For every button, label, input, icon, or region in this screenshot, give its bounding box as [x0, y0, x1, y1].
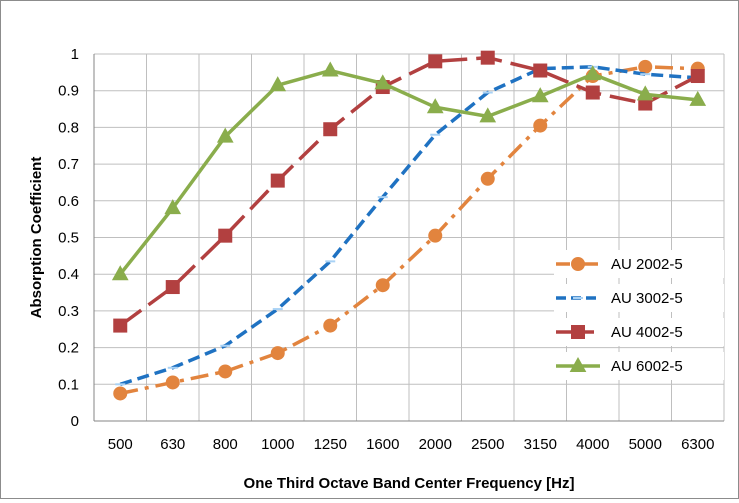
data-point: [636, 85, 654, 101]
series-lines: [111, 50, 707, 401]
data-point: [690, 69, 705, 84]
y-tick-label: 0.8: [58, 119, 79, 136]
x-tick-label: 1600: [366, 436, 399, 453]
series-group: [111, 61, 707, 281]
x-tick-label: 3150: [524, 436, 557, 453]
x-tick-label: 5000: [629, 436, 662, 453]
data-point: [218, 364, 233, 379]
data-point: [531, 87, 549, 103]
data-point: [218, 228, 233, 243]
data-point: [164, 199, 182, 215]
y-tick-label: 0.1: [58, 376, 79, 393]
legend-label: AU 3002-5: [611, 290, 683, 307]
legend-marker: [571, 257, 585, 271]
data-point: [375, 278, 390, 293]
x-tick-label: 500: [108, 436, 133, 453]
data-point: [533, 118, 548, 133]
data-point: [689, 90, 707, 106]
x-tick-label: 1000: [261, 436, 294, 453]
data-point: [426, 98, 444, 114]
x-tick-label: 800: [213, 436, 238, 453]
legend-label: AU 6002-5: [611, 358, 683, 375]
x-tick-label: 6300: [681, 436, 714, 453]
data-point: [585, 85, 600, 100]
y-tick-label: 0.5: [58, 230, 79, 247]
y-tick-label: 0.7: [58, 156, 79, 173]
legend-label: AU 2002-5: [611, 256, 683, 273]
data-point: [479, 107, 497, 123]
legend-marker: [569, 356, 587, 372]
x-tick-label: 1250: [314, 436, 347, 453]
data-point: [111, 265, 129, 281]
x-axis-title: One Third Octave Band Center Frequency […: [244, 475, 575, 492]
data-point: [113, 386, 128, 401]
data-point: [480, 50, 495, 65]
data-point: [638, 59, 653, 74]
series-group: [113, 50, 705, 333]
data-point: [165, 375, 180, 390]
series-line: [119, 55, 699, 327]
y-tick-label: 0.6: [58, 193, 79, 210]
x-tick-label: 2500: [471, 436, 504, 453]
series-line: [118, 68, 698, 276]
data-point: [323, 318, 338, 333]
data-point: [113, 318, 128, 333]
data-point: [374, 74, 392, 90]
data-point: [269, 76, 287, 92]
x-tick-label: 4000: [576, 436, 609, 453]
y-tick-label: 0: [71, 413, 79, 430]
y-tick-label: 0.2: [58, 340, 79, 357]
legend: AU 2002-5 AU 3002-5 AU 4002-5 AU 6002-5: [554, 250, 724, 380]
y-axis-title: Absorption Coefficient: [28, 157, 45, 319]
x-tick-label: 630: [160, 436, 185, 453]
x-tick-label: 2000: [419, 436, 452, 453]
data-point: [428, 54, 443, 69]
data-point: [428, 228, 443, 243]
data-point: [480, 171, 495, 186]
data-point: [584, 65, 602, 81]
legend-marker: [571, 325, 585, 339]
y-tick-label: 0.9: [58, 83, 79, 100]
y-tick-label: 0.4: [58, 266, 79, 283]
tick-labels: 0 0.1 0.2 0.3 0.4 0.5 0.6 0.7 0.8 0.9 1 500 630 800 10…: [58, 46, 714, 453]
series-line: [119, 65, 698, 386]
series-line: [119, 65, 698, 396]
legend-label: AU 4002-5: [611, 324, 683, 341]
grid: [93, 53, 725, 422]
data-point: [216, 127, 234, 143]
data-point: [321, 61, 339, 77]
y-tick-label: 0.3: [58, 303, 79, 320]
data-point: [270, 173, 285, 188]
data-point: [323, 122, 338, 137]
data-point: [533, 63, 548, 78]
data-point: [270, 346, 285, 361]
y-tick-label: 1: [71, 46, 79, 63]
data-point: [165, 280, 180, 295]
